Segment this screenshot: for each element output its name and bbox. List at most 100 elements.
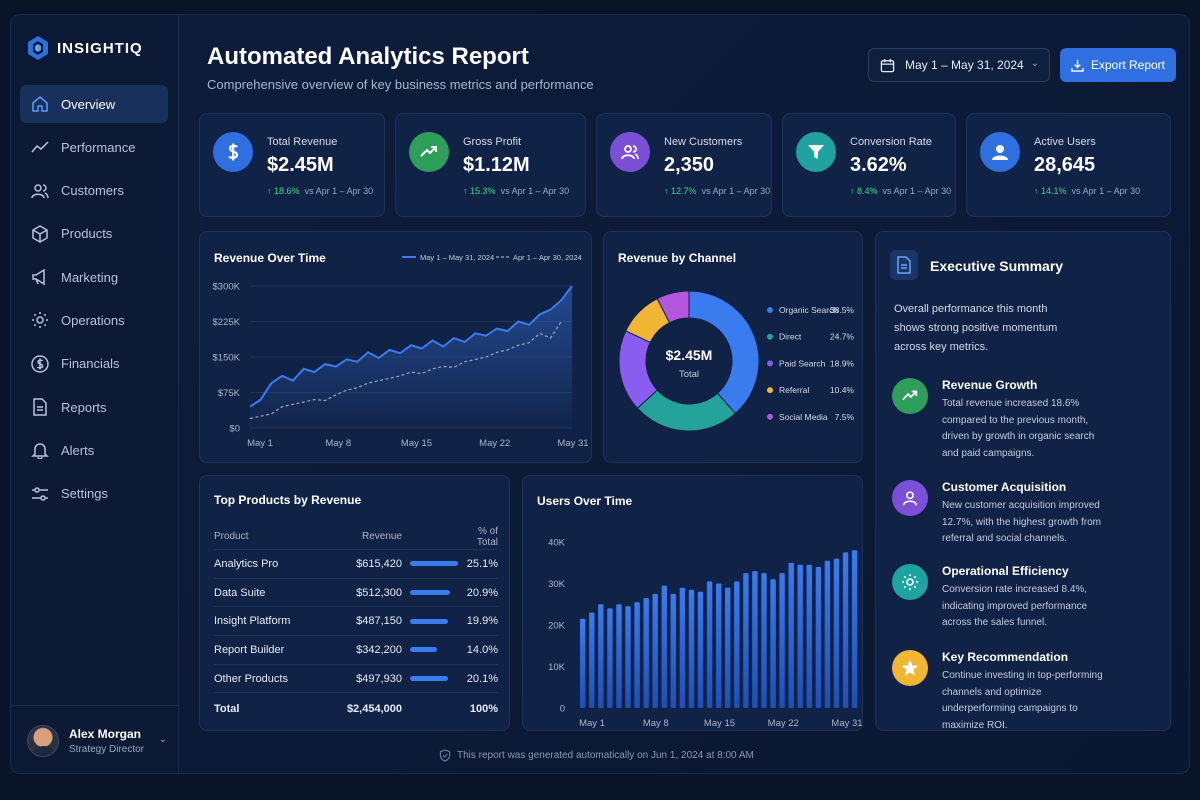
user-bar <box>761 573 767 708</box>
legend-label: Referral <box>779 385 809 395</box>
kpi-card-active-users[interactable]: Active Users 28,645 ↑ 14.1% vs Apr 1 – A… <box>966 113 1171 217</box>
x-tick-label: May 31 <box>557 438 588 449</box>
total-label: Total <box>214 703 240 716</box>
user-bar <box>634 602 640 708</box>
chart-title: Users Over Time <box>537 494 633 508</box>
sidebar-item-alerts[interactable]: Alerts <box>20 431 168 469</box>
kpi-card-conversion-rate[interactable]: Conversion Rate 3.62% ↑ 8.4% vs Apr 1 – … <box>782 113 956 217</box>
product-revenue: $615,420 <box>356 557 402 570</box>
product-share: 20.9% <box>466 586 498 599</box>
sidebar-item-settings[interactable]: Settings <box>20 475 168 513</box>
trend-up-icon <box>892 378 928 414</box>
date-range-label: May 1 – May 31, 2024 <box>905 58 1024 72</box>
sidebar-item-marketing[interactable]: Marketing <box>20 258 168 296</box>
legend-label: Apr 1 – Apr 30, 2024 <box>513 253 582 262</box>
column-header: % of Total <box>476 525 498 548</box>
product-name: Insight Platform <box>214 615 291 628</box>
user-bar <box>779 573 785 708</box>
user-bar <box>716 583 722 708</box>
user-bar <box>643 598 649 708</box>
chevron-down-icon[interactable]: ⌄ <box>158 734 167 745</box>
x-tick-label: May 15 <box>704 718 735 729</box>
kpi-label: Gross Profit <box>463 136 522 148</box>
sidebar-item-operations[interactable]: Operations <box>20 301 168 339</box>
legend-swatch <box>767 360 773 367</box>
y-tick-label: $225K <box>213 317 241 328</box>
user-bar <box>670 593 676 708</box>
legend-value: 7.5% <box>835 412 855 422</box>
legend-swatch <box>767 387 773 394</box>
sidebar-item-reports[interactable]: Reports <box>20 388 168 426</box>
app-window: INSIGHTIQ Overview Performance Customers… <box>10 14 1190 774</box>
user-bar <box>824 560 831 708</box>
products-table: Product Revenue % of Total Analytics Pro… <box>214 524 498 725</box>
y-tick-label: 30K <box>548 579 566 590</box>
summary-item-text: New customer acquisition improved 12.7%,… <box>942 500 1101 544</box>
page-subtitle: Comprehensive overview of key business m… <box>207 77 594 92</box>
table-row[interactable]: Data Suite $512,300 20.9% <box>214 579 498 608</box>
kpi-compare: vs Apr 1 – Apr 30 <box>304 186 374 196</box>
kpi-card-total-revenue[interactable]: Total Revenue $2.45M ↑ 18.6% vs Apr 1 – … <box>199 113 385 217</box>
sidebar-item-customers[interactable]: Customers <box>20 172 168 210</box>
megaphone-icon <box>32 268 45 286</box>
sidebar-item-label: Financials <box>61 356 120 372</box>
table-row[interactable]: Insight Platform $487,150 19.9% <box>214 607 498 637</box>
user-bar <box>815 566 822 708</box>
share-bar <box>410 561 458 567</box>
avatar <box>27 724 59 757</box>
dollar-icon <box>31 355 49 373</box>
y-tick-label: 40K <box>548 538 566 549</box>
table-row[interactable]: Report Builder $342,200 14.0% <box>214 636 498 665</box>
export-report-button[interactable]: Export Report <box>1060 48 1176 82</box>
user-bar <box>788 562 794 709</box>
user-bar <box>661 585 667 708</box>
kpi-card-new-customers[interactable]: New Customers 2,350 ↑ 12.7% vs Apr 1 – A… <box>596 113 772 217</box>
y-tick-label: $300K <box>213 282 241 293</box>
y-tick-label: $0 <box>229 424 240 435</box>
user-bar <box>580 618 586 708</box>
kpi-compare: vs Apr 1 – Apr 30 <box>500 186 570 196</box>
user-bar <box>833 558 840 708</box>
kpi-change: ↑ 14.1% vs Apr 1 – Apr 30 <box>1034 186 1141 196</box>
sidebar-item-products[interactable]: Products <box>20 215 168 253</box>
kpi-card-gross-profit[interactable]: Gross Profit $1.12M ↑ 15.3% vs Apr 1 – A… <box>395 113 586 217</box>
sidebar-item-label: Customers <box>61 183 124 199</box>
user-bar <box>598 604 604 709</box>
summary-item-title: Operational Efficiency <box>942 564 1069 578</box>
share-bar <box>410 590 450 596</box>
summary-item-title: Key Recommendation <box>942 650 1069 664</box>
trend-up-icon <box>409 132 449 172</box>
table-row[interactable]: Other Products $497,930 20.1% <box>214 665 498 694</box>
users-bar-chart: 0 10K 20K 30K 40K May 1 May 8 May 15 May 22 May 3… <box>548 538 862 730</box>
download-icon <box>1071 59 1084 72</box>
product-share: 25.1% <box>466 557 498 570</box>
x-tick-label: May 22 <box>768 718 799 729</box>
x-tick-label: May 8 <box>643 718 669 729</box>
kpi-value: $1.12M <box>463 154 530 176</box>
table-total-row: Total $2,454,000 100% <box>214 693 498 725</box>
user-profile[interactable]: Alex Morgan Strategy Director ⌄ <box>11 705 179 773</box>
sidebar-item-label: Products <box>61 226 113 242</box>
kpi-change: ↑ 18.6% vs Apr 1 – Apr 30 <box>267 186 374 196</box>
revenue-by-channel-card: Revenue by Channel $2.45M Total Organic Se… <box>603 231 863 463</box>
sidebar-item-overview[interactable]: Overview <box>20 85 168 123</box>
kpi-change-value: 15.3% <box>470 186 496 196</box>
summary-item-title: Customer Acquisition <box>942 480 1067 494</box>
report-footer: This report was generated automatically … <box>439 749 754 762</box>
user-bar <box>770 579 776 708</box>
shield-icon <box>439 749 451 762</box>
x-tick-label: May 22 <box>479 438 510 449</box>
table-row[interactable]: Analytics Pro $615,420 25.1% <box>214 550 498 579</box>
brand-logo[interactable]: INSIGHTIQ <box>27 35 143 61</box>
kpi-change: ↑ 8.4% vs Apr 1 – Apr 30 <box>850 186 952 196</box>
kpi-value: $2.45M <box>267 154 334 176</box>
sidebar-item-financials[interactable]: Financials <box>20 345 168 383</box>
kpi-value: 28,645 <box>1034 154 1096 176</box>
box-icon <box>32 225 48 243</box>
user-bar <box>725 587 731 708</box>
executive-summary-card: Executive Summary Overall performance th… <box>875 231 1171 731</box>
sidebar-item-performance[interactable]: Performance <box>20 128 168 166</box>
kpi-change-value: 8.4% <box>857 186 878 196</box>
date-range-picker[interactable]: May 1 – May 31, 2024 ⌄ <box>868 48 1050 82</box>
sidebar: INSIGHTIQ Overview Performance Customers… <box>11 15 179 773</box>
